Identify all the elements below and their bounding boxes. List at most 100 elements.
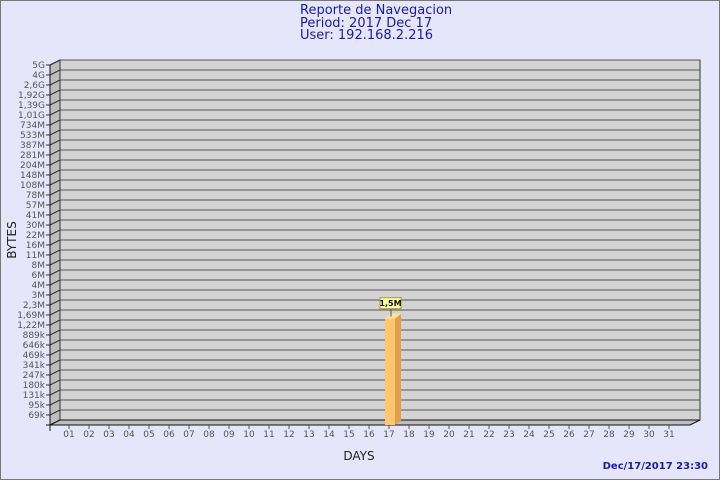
x-tick-label: 25 (543, 430, 554, 440)
y-tick-label: 281M (20, 151, 45, 161)
x-tick-label: 15 (343, 430, 354, 440)
gridline-diagonal (49, 329, 61, 336)
bar-data-label: 1,5M (379, 299, 401, 308)
plot-floor (49, 419, 701, 426)
y-tick-label: 889k (23, 331, 46, 341)
x-tick-label: 09 (223, 430, 235, 440)
y-tick-label: 4M (32, 281, 46, 291)
y-tick-label: 3M (32, 291, 46, 301)
gridline-diagonal (49, 339, 61, 346)
gridline-diagonal (49, 379, 61, 386)
x-tick-label: 31 (663, 430, 674, 440)
y-tick-label: 1,39G (18, 101, 45, 111)
y-tick-label: 734M (20, 121, 45, 131)
chart-title: Reporte de Navegacion (300, 3, 453, 18)
x-tick-label: 27 (583, 430, 594, 440)
x-tick-label: 28 (603, 430, 615, 440)
x-tick-label: 16 (363, 430, 375, 440)
x-tick-label: 24 (523, 430, 535, 440)
bar-day-17 (385, 318, 395, 425)
y-tick-label: 4G (32, 71, 45, 81)
gridline-diagonal (49, 209, 61, 216)
y-tick-label: 57M (26, 201, 45, 211)
x-tick-label: 17 (383, 430, 394, 440)
y-tick-label: 8M (32, 261, 46, 271)
gridline-diagonal (49, 129, 61, 136)
bar-side (395, 313, 401, 425)
y-tick-label: 646k (23, 341, 46, 351)
x-tick-label: 05 (143, 430, 154, 440)
y-tick-label: 5G (32, 61, 45, 71)
y-tick-label: 387M (20, 141, 45, 151)
y-tick-label: 1,69M (17, 311, 45, 321)
gridline-diagonal (49, 349, 61, 356)
gridline-diagonal (49, 229, 61, 236)
gridline-diagonal (49, 289, 61, 296)
x-tick-label: 10 (243, 430, 255, 440)
y-tick-label: 247k (23, 371, 46, 381)
bar-label-box (379, 297, 402, 310)
chart-user: User: 192.168.2.216 (300, 28, 434, 43)
gridline-diagonal (49, 139, 61, 146)
y-tick-label: 30M (26, 221, 45, 231)
gridline-diagonal (49, 159, 61, 166)
bar-top (385, 313, 401, 319)
gridline-diagonal (49, 79, 61, 86)
gridline-diagonal (49, 149, 61, 156)
x-tick-label: 01 (63, 430, 74, 440)
x-tick-label: 13 (303, 430, 314, 440)
gridline-diagonal (49, 299, 61, 306)
gridline-diagonal (49, 359, 61, 366)
y-tick-label: 16M (26, 241, 45, 251)
y-tick-label: 6M (32, 271, 46, 281)
y-tick-label: 1,22M (17, 321, 45, 331)
x-tick-label: 06 (163, 430, 175, 440)
y-tick-label: 78M (26, 191, 45, 201)
x-tick-label: 23 (503, 430, 514, 440)
y-tick-label: 41M (26, 211, 45, 221)
gridline-diagonal (49, 259, 61, 266)
gridline-diagonal (49, 109, 61, 116)
y-tick-label: 469k (23, 351, 46, 361)
gridline-diagonal (49, 409, 61, 416)
y-tick-label: 180k (23, 381, 46, 391)
x-tick-label: 07 (183, 430, 194, 440)
gridline-diagonal (49, 369, 61, 376)
gridline-diagonal (49, 399, 61, 406)
x-tick-label: 19 (423, 430, 435, 440)
gridline-diagonal (49, 89, 61, 96)
y-tick-label: 1,92G (18, 91, 45, 101)
y-tick-label: 1,01G (18, 111, 45, 121)
gridline-diagonal (49, 309, 61, 316)
y-tick-label: 2,6G (24, 81, 45, 91)
x-tick-label: 11 (263, 430, 274, 440)
y-axis-label: BYTES (5, 221, 19, 258)
y-tick-label: 204M (20, 161, 45, 171)
x-axis-label: DAYS (343, 449, 374, 463)
y-tick-label: 69k (28, 411, 45, 421)
timestamp: Dec/17/2017 23:30 (602, 461, 708, 472)
y-tick-label: 108M (20, 181, 45, 191)
x-tick-label: 26 (563, 430, 575, 440)
gridline-diagonal (49, 219, 61, 226)
gridline-diagonal (49, 179, 61, 186)
y-tick-label: 341k (23, 361, 46, 371)
x-tick-label: 30 (643, 430, 655, 440)
x-tick-label: 03 (103, 430, 114, 440)
gridline-diagonal (49, 99, 61, 106)
gridline-diagonal (49, 279, 61, 286)
y-tick-label: 148M (20, 171, 45, 181)
y-tick-label: 11M (26, 251, 45, 261)
gridline-diagonal (49, 169, 61, 176)
x-tick-label: 12 (283, 430, 294, 440)
x-tick-label: 14 (323, 430, 335, 440)
x-tick-label: 02 (83, 430, 94, 440)
gridline-diagonal (49, 269, 61, 276)
x-tick-label: 29 (623, 430, 635, 440)
gridline-diagonal (49, 189, 61, 196)
gridline-diagonal (49, 389, 61, 396)
y-tick-label: 95k (28, 401, 45, 411)
chart-period: Period: 2017 Dec 17 (300, 16, 433, 31)
y-tick-label: 533M (20, 131, 45, 141)
